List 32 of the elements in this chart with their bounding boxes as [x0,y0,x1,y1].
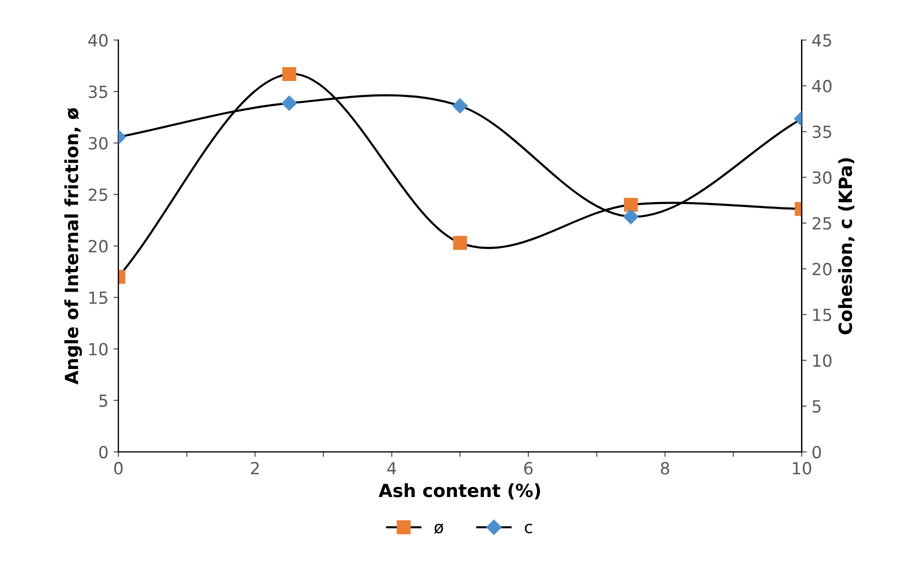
y2-tick-label: 35 [812,126,832,138]
point [452,98,468,114]
x-tick-label: 2 [251,462,259,474]
y-tick-label: 35 [88,85,108,98]
legend-label: c [524,524,532,534]
y-tick-label: 5 [99,394,108,407]
y-axis-title: Angle of Internal friction, ø [64,108,82,384]
y-tick-label: 25 [88,188,108,202]
y2-tick-label: 45 [812,34,832,47]
x-tick-label: 6 [524,462,533,475]
y-tick-label: 15 [89,292,108,304]
y2-tick-label: 5 [812,400,821,413]
x-tick-label: 0 [114,462,123,475]
y2-tick-label: 15 [813,308,832,322]
y2-tick-label: 25 [812,217,832,230]
y-tick-label: 40 [88,34,108,47]
y2-tick-label: 30 [812,171,832,184]
y2-tick-label: 40 [812,80,832,92]
legend-label: ø [434,523,444,534]
point [453,236,467,250]
x-tick-label: 8 [660,462,670,475]
y-tick-label: 20 [88,240,108,253]
x-tick-label: 4 [387,462,396,474]
x-tick-label: 10 [792,462,812,475]
y2-axis-title: Cohesion, c (KPa) [838,158,854,334]
y2-tick-label: 0 [812,446,821,458]
y2-tick-label: 10 [813,354,832,367]
y-tick-label: 30 [88,136,108,150]
y-tick-label: 10 [89,342,108,356]
y2-tick-label: 20 [812,262,832,276]
x-axis-title: Ash content (%) [378,483,540,500]
y-tick-label: 0 [99,446,108,458]
